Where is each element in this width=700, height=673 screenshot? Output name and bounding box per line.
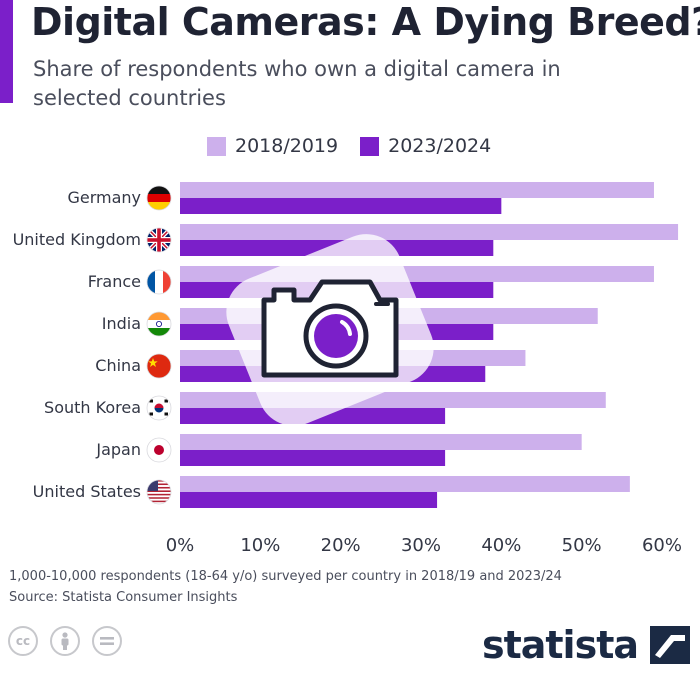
legend-label-2023: 2023/2024 <box>388 135 492 157</box>
category-label-south-korea: South Korea <box>44 398 141 417</box>
bar-south-korea-2018 <box>180 392 606 408</box>
no-derivatives-icon[interactable] <box>92 626 122 656</box>
flag-india-icon <box>146 311 172 337</box>
license-icons: cc <box>8 626 122 656</box>
bar-japan-2023 <box>180 450 446 466</box>
category-label-china: China <box>95 356 141 375</box>
flag-united-kingdom-icon <box>146 227 172 253</box>
statista-logo-icon <box>650 626 690 664</box>
flag-united-states-icon <box>146 479 172 505</box>
attribution-icon[interactable] <box>50 626 80 656</box>
category-label-japan: Japan <box>95 440 141 459</box>
camera-icon <box>226 234 434 426</box>
flag-china-icon <box>146 353 172 379</box>
source-note: Source: Statista Consumer Insights <box>9 590 238 605</box>
category-label-united-states: United States <box>33 482 141 501</box>
flag-japan-icon <box>146 437 172 463</box>
x-tick-label: 10% <box>240 535 280 556</box>
flag-germany-icon <box>146 185 172 211</box>
category-label-france: France <box>88 272 141 291</box>
bar-germany-2018 <box>180 182 654 198</box>
legend-item-2018: 2018/2019 <box>207 135 338 157</box>
x-tick-label: 40% <box>481 535 521 556</box>
legend-label-2018: 2018/2019 <box>235 135 339 157</box>
x-tick-label: 0% <box>166 535 195 556</box>
footnote-block: 1,000-10,000 respondents (18-64 y/o) sur… <box>9 566 562 608</box>
bar-germany-2023 <box>180 198 502 214</box>
flag-france-icon <box>146 269 172 295</box>
footnote: 1,000-10,000 respondents (18-64 y/o) sur… <box>9 569 562 584</box>
x-tick-label: 30% <box>401 535 441 556</box>
bar-united-kingdom-2018 <box>180 224 679 240</box>
chart-subtitle: Share of respondents who own a digital c… <box>33 57 561 110</box>
legend: 2018/2019 2023/2024 <box>207 133 491 159</box>
category-label-united-kingdom: United Kingdom <box>13 230 141 249</box>
x-tick-label: 60% <box>642 535 682 556</box>
x-tick-label: 20% <box>321 535 361 556</box>
x-tick-label: 50% <box>562 535 602 556</box>
chart-title: Digital Cameras: A Dying Breed? <box>31 0 700 44</box>
category-label-india: India <box>102 314 141 333</box>
bar-united-states-2018 <box>180 476 630 492</box>
legend-swatch-2018 <box>207 136 226 156</box>
flag-south-korea-icon <box>146 395 172 421</box>
accent-bar <box>0 0 13 103</box>
creative-commons-icon[interactable]: cc <box>8 626 38 656</box>
category-label-germany: Germany <box>67 188 141 207</box>
legend-item-2023: 2023/2024 <box>360 135 491 157</box>
bar-united-states-2023 <box>180 492 438 508</box>
bar-japan-2018 <box>180 434 582 450</box>
statista-wordmark: statista <box>481 623 639 667</box>
statista-brand[interactable]: statista <box>482 623 690 667</box>
bar-chart: Germany United Kingdom France India China Sou… <box>13 182 682 556</box>
legend-swatch-2023 <box>360 136 380 156</box>
